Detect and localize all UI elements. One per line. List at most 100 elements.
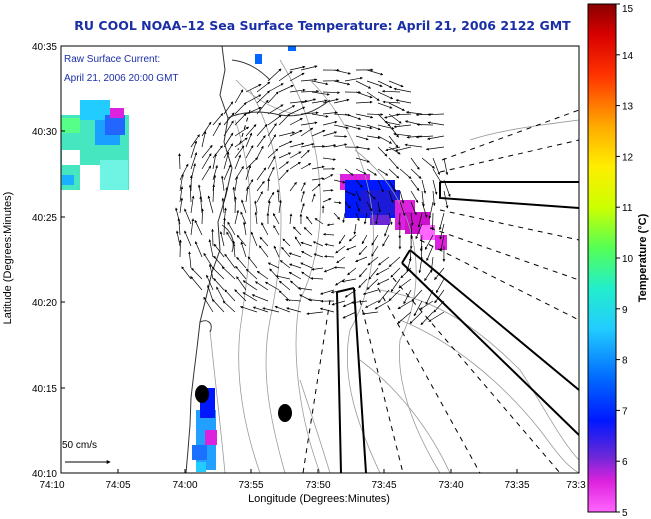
current-vector (245, 94, 262, 104)
x-tick: 73:40 (438, 480, 463, 491)
current-vector (223, 143, 233, 159)
current-vector (289, 142, 305, 148)
current-vector (251, 294, 269, 302)
current-vector (278, 199, 282, 214)
current-vector (388, 80, 404, 88)
current-vector (421, 201, 428, 218)
current-vector (273, 245, 280, 258)
x-tick: 73:3 (566, 480, 586, 491)
current-vector (311, 144, 325, 148)
current-vector (355, 100, 373, 104)
current-vector (371, 245, 379, 257)
current-vector (399, 190, 405, 204)
current-vector (252, 306, 269, 313)
current-vector (361, 311, 379, 316)
sst-patch-northwest (61, 100, 129, 190)
current-vector (388, 113, 402, 124)
current-vector (355, 135, 369, 141)
current-vector (443, 157, 449, 176)
current-vector (433, 300, 445, 313)
station-marker (195, 385, 209, 403)
current-vector (294, 236, 302, 247)
current-vector (397, 311, 412, 324)
current-vector (234, 137, 248, 148)
current-vector (211, 267, 225, 280)
current-vector (289, 151, 302, 159)
current-vector (410, 212, 414, 226)
current-vector (424, 234, 434, 250)
current-vector (375, 267, 390, 276)
current-vector (245, 124, 257, 137)
current-vector (322, 131, 338, 137)
current-vector (300, 202, 305, 214)
colorbar-tick-label: 15 (622, 4, 634, 15)
current-vector (311, 267, 324, 271)
current-vector (261, 222, 269, 236)
current-vector (236, 256, 247, 269)
current-vector (224, 253, 236, 269)
current-vector (420, 311, 434, 326)
current-vector (388, 289, 401, 302)
current-vector (388, 135, 399, 148)
current-vector (344, 113, 362, 120)
current-vector (397, 300, 412, 310)
current-vector (201, 130, 207, 148)
current-vector (282, 238, 291, 247)
current-vector (404, 143, 423, 148)
current-vector (426, 245, 434, 262)
current-vector (344, 124, 362, 130)
current-vector (311, 130, 326, 137)
current-vector (333, 143, 348, 148)
current-vector (406, 256, 412, 273)
colorbar-tick-label: 9 (622, 305, 628, 316)
current-vector (264, 281, 280, 291)
current-vector (286, 307, 302, 313)
current-vector (333, 201, 342, 205)
current-vector (346, 245, 357, 251)
current-vector (235, 265, 247, 280)
x-tick: 73:45 (371, 480, 396, 491)
current-vector (234, 113, 247, 126)
current-vector (333, 179, 346, 184)
current-vector (300, 65, 318, 71)
current-vector (361, 234, 368, 245)
current-vector (300, 262, 313, 269)
current-vector (212, 184, 216, 203)
current-vector (355, 190, 361, 202)
current-vector (416, 123, 434, 126)
current-vector (184, 208, 192, 225)
current-vector (240, 241, 247, 258)
current-vector (314, 218, 324, 225)
current-vector (431, 212, 434, 231)
current-vector (371, 234, 379, 246)
current-vector (393, 87, 412, 93)
current-vector (335, 245, 346, 254)
current-vector (208, 239, 214, 258)
current-vector (245, 145, 254, 159)
current-vector (326, 223, 335, 227)
current-vector (234, 145, 245, 159)
current-vector (188, 251, 192, 269)
colorbar-ticks: 15 14 13 12 11 10 9 8 7 6 5 (616, 3, 634, 519)
current-vector (367, 256, 379, 266)
current-vector (366, 124, 381, 131)
current-vector (355, 256, 368, 263)
current-vector (311, 113, 329, 118)
x-tick: 73:35 (504, 480, 529, 491)
current-vector (179, 197, 184, 214)
current-vector (384, 223, 390, 237)
current-vector (384, 120, 401, 126)
current-vector (355, 212, 360, 222)
current-vector (278, 131, 296, 137)
current-vector (254, 200, 258, 214)
current-vector (267, 155, 276, 170)
current-vector (212, 113, 224, 126)
current-vector (267, 83, 284, 93)
current-vector (213, 278, 225, 291)
current-vector (300, 98, 317, 104)
current-vector (428, 201, 434, 219)
x-axis-label: Longitude (Degrees:Minutes) (248, 493, 390, 505)
current-vector (393, 124, 412, 129)
current-vector (267, 200, 271, 214)
current-vector (443, 190, 449, 209)
